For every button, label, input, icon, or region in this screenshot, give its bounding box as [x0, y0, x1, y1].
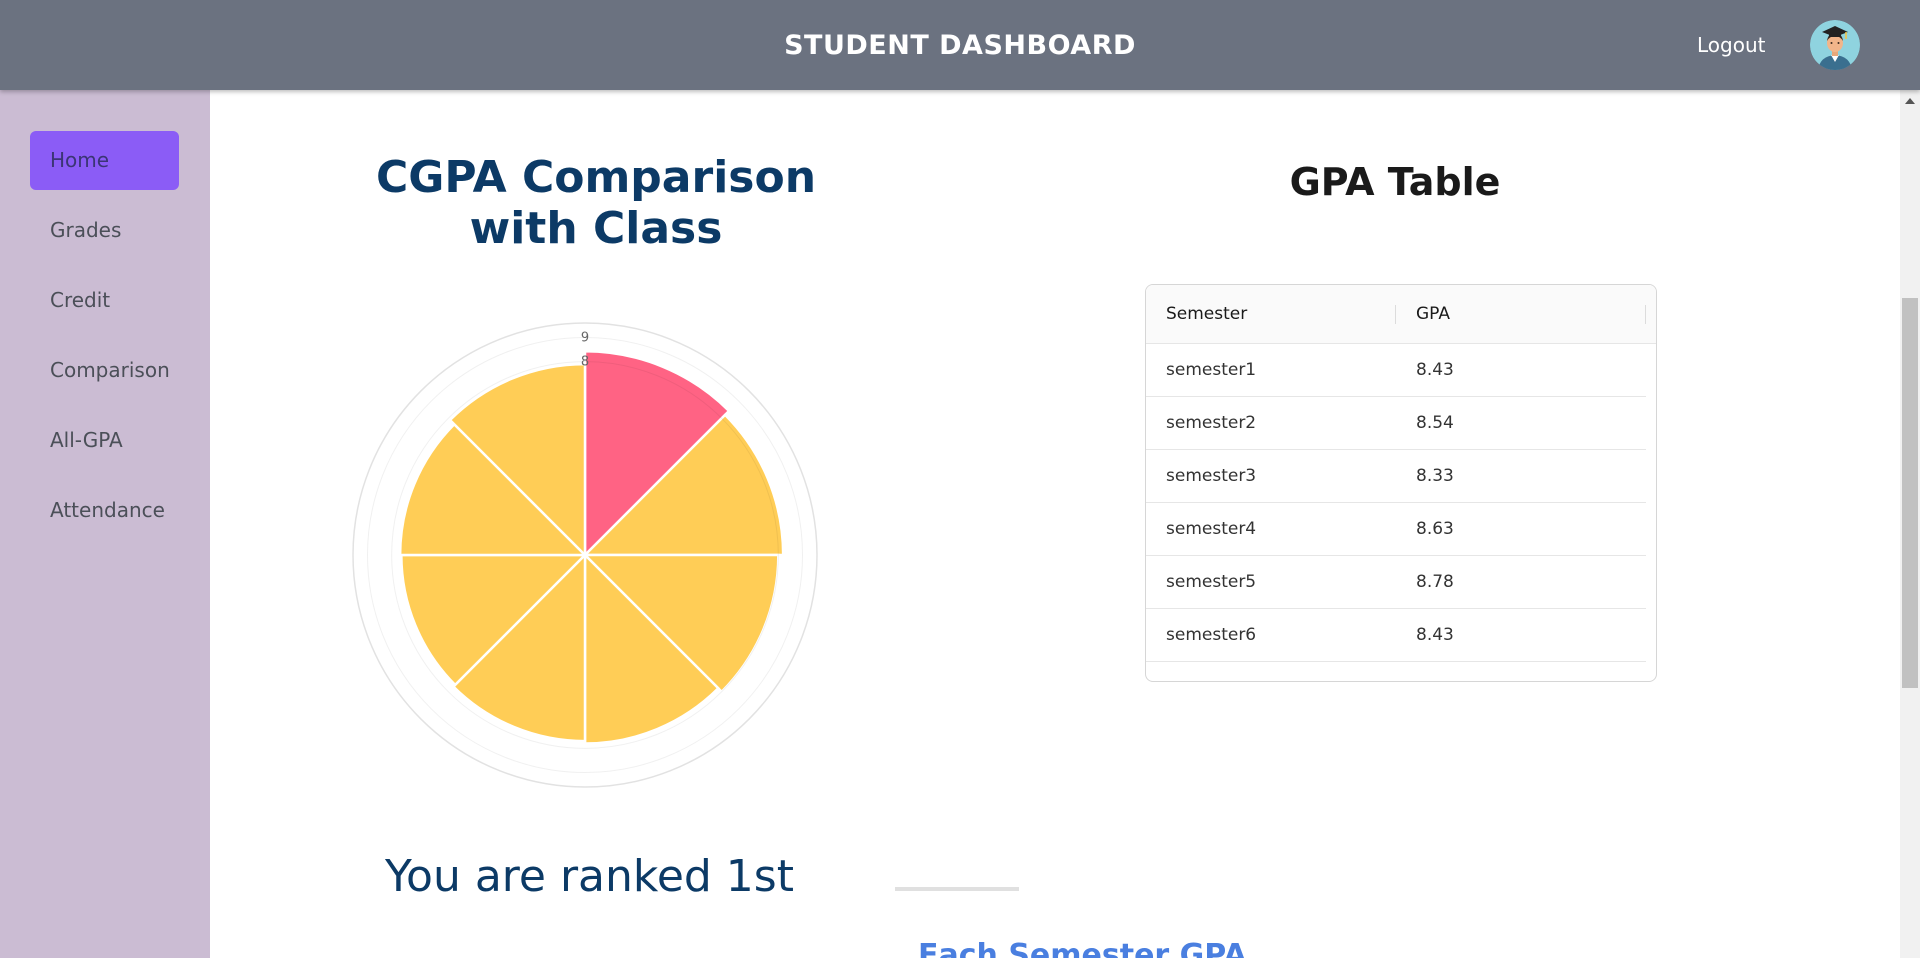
polar-segment[interactable]	[400, 553, 589, 687]
semester-cell: semester2	[1166, 413, 1257, 433]
scrollbar-thumb[interactable]	[1902, 298, 1918, 688]
table-row: semester6 8.43	[1146, 609, 1646, 662]
each-semester-gpa-title: Each Semester GPA	[918, 938, 1247, 958]
semester-cell: semester1	[1166, 360, 1257, 380]
cgpa-polar-chart: 98	[352, 322, 818, 788]
semester-cell: semester4	[1166, 519, 1257, 539]
sidebar-item-credit[interactable]: Credit	[50, 288, 111, 312]
semester-cell: semester5	[1166, 572, 1257, 592]
table-row: semester2 8.54	[1146, 397, 1646, 450]
gpa-cell: 8.78	[1416, 572, 1454, 592]
tick-ring	[391, 361, 779, 749]
column-divider	[1645, 305, 1646, 324]
gpa-cell: 8.43	[1416, 625, 1454, 645]
gpa-cell: 8.63	[1416, 519, 1454, 539]
sidebar-item-home[interactable]: Home	[30, 131, 179, 190]
scroll-up-arrow-icon[interactable]	[1905, 98, 1915, 104]
logout-button[interactable]: Logout	[1697, 33, 1766, 57]
table-row: semester3 8.33	[1146, 450, 1646, 503]
top-bar: STUDENT DASHBOARD Logout	[0, 0, 1920, 90]
polar-segment[interactable]	[398, 422, 589, 557]
graduate-avatar-icon[interactable]	[1810, 20, 1860, 70]
rank-text: You are ranked 1st	[385, 851, 794, 902]
grid-ring	[352, 322, 818, 788]
sidebar-item-all-gpa[interactable]: All-GPA	[50, 428, 123, 452]
gpa-cell: 8.43	[1416, 360, 1454, 380]
semester-cell: semester3	[1166, 466, 1257, 486]
gpa-table: Semester GPA semester1 8.43 semester2 8.…	[1145, 284, 1657, 682]
sidebar-item-comparison[interactable]: Comparison	[50, 358, 170, 382]
r-tick-label: 8	[581, 355, 589, 370]
page-scrollbar[interactable]	[1900, 90, 1920, 958]
gpa-table-title: GPA Table	[1289, 160, 1501, 204]
semester-cell: semester6	[1166, 625, 1257, 645]
polar-segment[interactable]	[581, 413, 785, 557]
gpa-cell: 8.54	[1416, 413, 1454, 433]
cgpa-comparison-title: CGPA Comparison with Class	[375, 152, 817, 254]
polar-segment[interactable]	[583, 350, 731, 559]
column-header-gpa[interactable]: GPA	[1416, 304, 1450, 324]
table-row: semester1 8.43	[1146, 344, 1646, 397]
r-tick-label: 9	[581, 331, 589, 346]
column-divider	[1395, 305, 1396, 324]
polar-segment[interactable]	[583, 551, 721, 745]
table-row: semester4 8.63	[1146, 503, 1646, 556]
sidebar: Home Grades Credit Comparison All-GPA At…	[0, 90, 210, 958]
app-title: STUDENT DASHBOARD	[784, 30, 1136, 61]
polar-segment[interactable]	[581, 553, 780, 694]
polar-segment[interactable]	[448, 362, 587, 559]
column-header-semester[interactable]: Semester	[1166, 304, 1248, 324]
section-divider	[895, 887, 1019, 891]
table-row: semester5 8.78	[1146, 556, 1646, 609]
tick-ring	[367, 337, 803, 773]
table-header: Semester GPA	[1146, 285, 1656, 344]
gpa-cell: 8.33	[1416, 466, 1454, 486]
sidebar-item-attendance[interactable]: Attendance	[50, 498, 165, 522]
polar-segment[interactable]	[451, 551, 587, 743]
sidebar-item-grades[interactable]: Grades	[50, 218, 122, 242]
